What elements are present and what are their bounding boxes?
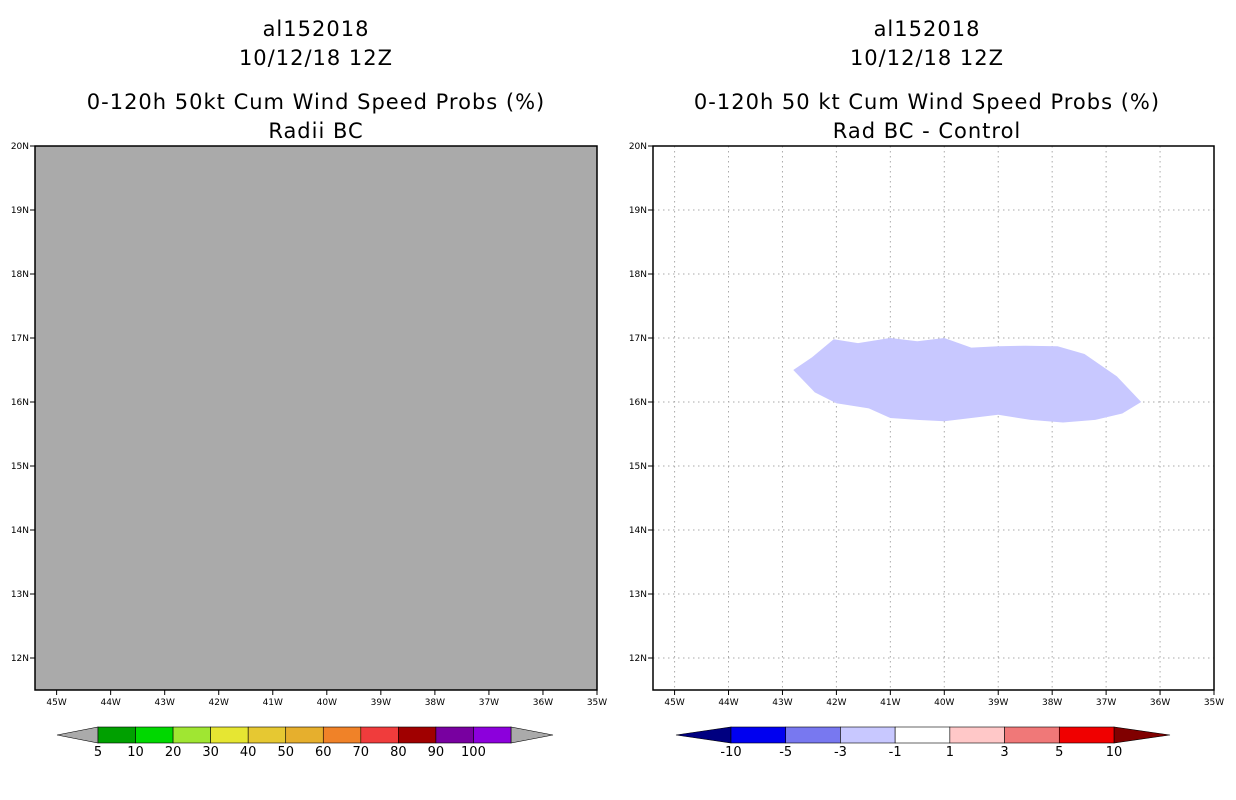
y-tick-label: 20N [11, 142, 29, 152]
chart-panel-left: 45W 44W 43W 42W 41W 40W 39W 38W 37W 36W 35W 12N 13N 1… [11, 142, 607, 760]
x-tick-label: 42W [209, 698, 229, 708]
colorbar-swatch [1004, 726, 1060, 744]
colorbar-label: 80 [390, 745, 407, 760]
colorbar-arrow-left [675, 726, 732, 744]
colorbar-label: -10 [720, 745, 741, 760]
x-tick-label: 38W [425, 698, 445, 708]
x-tick-label: 41W [880, 698, 900, 708]
left-chart-title: 0-120h 50kt Cum Wind Speed Probs (%) [86, 90, 546, 114]
colorbar-label: 5 [94, 745, 102, 760]
x-tick-label: 44W [100, 698, 120, 708]
colorbar-label: 10 [127, 745, 144, 760]
plot-frame [652, 145, 1215, 691]
colorbar-label: 30 [202, 745, 219, 760]
y-tick-label: 18N [11, 270, 29, 280]
x-tick-label: 36W [1150, 698, 1170, 708]
colorbar: 5 10 20 30 40 50 60 70 80 90 100 [56, 726, 554, 760]
colorbar-label: 100 [461, 745, 486, 760]
colorbar-label: 50 [277, 745, 294, 760]
y-tick-label: 17N [629, 334, 647, 344]
x-tick-label: 45W [46, 698, 66, 708]
x-tick-label: 36W [533, 698, 553, 708]
y-tick-label: 16N [11, 398, 29, 408]
colorbar-label: -3 [834, 745, 847, 760]
plot-area-fill [35, 146, 597, 690]
left-storm-id: al152018 [262, 17, 370, 41]
colorbar-label: 90 [428, 745, 445, 760]
y-tick-label: 19N [629, 206, 647, 216]
colorbar-label: 5 [1055, 745, 1063, 760]
colorbar-swatch [435, 726, 474, 744]
right-chart-title: 0-120h 50 kt Cum Wind Speed Probs (%) [693, 90, 1161, 114]
y-tick-label: 16N [629, 398, 647, 408]
x-tick-label: 39W [371, 698, 391, 708]
x-tick-label: 43W [155, 698, 175, 708]
colorbar-swatch [894, 726, 951, 744]
colorbar-label: 40 [240, 745, 257, 760]
x-tick-label: 37W [479, 698, 499, 708]
y-tick-label: 13N [629, 590, 647, 600]
x-tick-label: 40W [934, 698, 954, 708]
colorbar-swatch [398, 726, 437, 744]
x-tick-label: 41W [263, 698, 283, 708]
colorbar-swatch [785, 726, 841, 744]
x-tick-label: 42W [826, 698, 846, 708]
colorbar-arrow-right [510, 726, 554, 744]
difference-region [793, 338, 1142, 423]
y-tick-label: 15N [11, 462, 29, 472]
colorbar-label: 70 [353, 745, 370, 760]
left-date: 10/12/18 12Z [238, 46, 394, 70]
x-tick-label: 37W [1096, 698, 1116, 708]
colorbar-swatch [172, 726, 211, 744]
chart-panel-right: 45W 44W 43W 42W 41W 40W 39W 38W 37W 36W 35W 12N 13N 1… [629, 142, 1224, 760]
colorbar-swatch [730, 726, 787, 744]
x-tick-label: 38W [1042, 698, 1062, 708]
y-tick-label: 18N [629, 270, 647, 280]
colorbar-swatch [285, 726, 324, 744]
x-tick-label: 43W [772, 698, 792, 708]
colorbar-arrow-left [56, 726, 99, 744]
y-tick-label: 14N [11, 526, 29, 536]
y-tick-label: 13N [11, 590, 29, 600]
colorbar-label: 3 [1000, 745, 1008, 760]
colorbar-swatch [97, 726, 136, 744]
colorbar-label: 1 [946, 745, 954, 760]
plot-frame [34, 145, 598, 691]
y-tick-label: 12N [11, 654, 29, 664]
colorbar-swatch [473, 726, 512, 744]
y-tick-label: 20N [629, 142, 647, 152]
colorbar-label: 10 [1106, 745, 1123, 760]
colorbar-label: 20 [165, 745, 182, 760]
colorbar-swatch [360, 726, 399, 744]
colorbar-arrow-right [1113, 726, 1171, 744]
colorbar-swatch [949, 726, 1005, 744]
y-tick-label: 14N [629, 526, 647, 536]
colorbar-swatch [247, 726, 287, 744]
right-date: 10/12/18 12Z [849, 46, 1005, 70]
y-tick-label: 12N [629, 654, 647, 664]
colorbar-swatch [1058, 726, 1115, 744]
colorbar-label: -1 [889, 745, 902, 760]
x-tick-label: 45W [664, 698, 684, 708]
colorbar: -10 -5 -3 -1 1 3 5 10 [675, 726, 1171, 760]
colorbar-swatch [210, 726, 249, 744]
colorbar-swatch [322, 726, 362, 744]
colorbar-swatch [840, 726, 896, 744]
right-chart-subtitle: Rad BC - Control [832, 119, 1022, 143]
y-tick-label: 19N [11, 206, 29, 216]
colorbar-swatch [135, 726, 174, 744]
colorbar-label: 60 [315, 745, 332, 760]
colorbar-label: -5 [779, 745, 792, 760]
x-tick-label: 40W [317, 698, 337, 708]
y-tick-label: 15N [629, 462, 647, 472]
y-tick-label: 17N [11, 334, 29, 344]
left-chart-subtitle: Radii BC [268, 119, 364, 143]
x-tick-label: 35W [1204, 698, 1224, 708]
x-tick-label: 35W [587, 698, 607, 708]
right-storm-id: al152018 [873, 17, 981, 41]
x-tick-label: 39W [988, 698, 1008, 708]
x-tick-label: 44W [718, 698, 738, 708]
